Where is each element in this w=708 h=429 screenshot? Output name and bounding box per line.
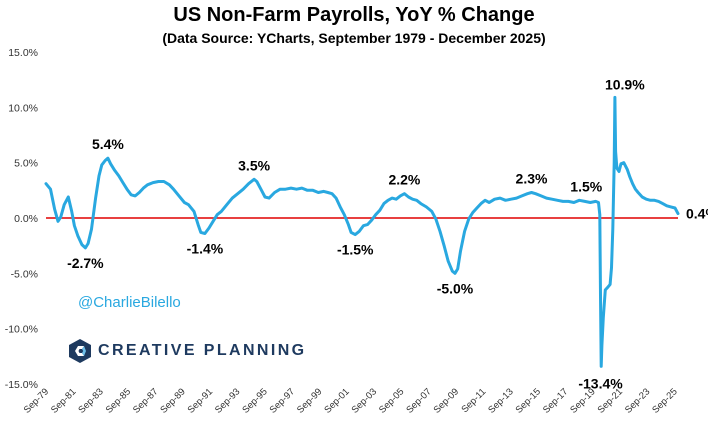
y-tick-label: 5.0% (14, 158, 38, 170)
data-annotation: 0.4% (686, 206, 708, 222)
x-tick-label: Sep-11 (459, 386, 488, 415)
x-tick-label: Sep-91 (186, 386, 215, 415)
data-annotation: 10.9% (605, 76, 645, 92)
data-annotation: 2.2% (388, 172, 420, 188)
x-tick-label: Sep-87 (131, 386, 160, 415)
x-tick-label: Sep-97 (268, 386, 297, 415)
data-annotation: 1.5% (570, 178, 602, 194)
y-tick-label: 10.0% (8, 102, 38, 114)
x-tick-label: Sep-93 (213, 386, 242, 415)
logo-mark-icon (69, 339, 91, 363)
x-tick-label: Sep-03 (350, 386, 379, 415)
x-tick-label: Sep-15 (514, 386, 543, 415)
x-tick-label: Sep-17 (541, 386, 570, 415)
x-tick-label: Sep-89 (158, 386, 187, 415)
data-annotation: -1.5% (337, 242, 374, 258)
data-annotation: -2.7% (67, 255, 104, 271)
x-tick-label: Sep-09 (432, 386, 461, 415)
logo-text: CREATIVE PLANNING (98, 342, 307, 359)
y-tick-label: -15.0% (5, 379, 38, 391)
watermark-handle: @CharlieBilello (78, 294, 181, 311)
data-annotations: 5.4% -2.7% -1.4% 3.5% -1.5% 2.2% -5.0% 2.3% 1.5%… (67, 76, 708, 391)
x-tick-label: Sep-25 (650, 386, 679, 415)
x-tick-label: Sep-01 (322, 386, 351, 415)
creative-planning-logo: CREATIVE PLANNING (68, 338, 307, 364)
y-tick-label: 15.0% (8, 47, 38, 59)
x-tick-label: Sep-83 (76, 386, 105, 415)
x-tick-label: Sep-81 (49, 386, 78, 415)
data-annotation: 5.4% (92, 136, 124, 152)
x-tick-label: Sep-05 (377, 386, 406, 415)
data-annotation: -13.4% (578, 375, 623, 391)
y-axis: 15.0% 10.0% 5.0% 0.0% -5.0% -10.0% -15.0% (5, 47, 38, 391)
x-tick-label: Sep-85 (104, 386, 133, 415)
x-tick-label: Sep-95 (240, 386, 269, 415)
data-annotation: 3.5% (238, 157, 270, 173)
series-line-payrolls-yoy (44, 95, 680, 368)
x-tick-label: Sep-23 (623, 386, 652, 415)
chart-subtitle: (Data Source: YCharts, September 1979 - … (162, 30, 546, 46)
y-tick-label: -10.0% (5, 324, 38, 336)
data-annotation: -5.0% (437, 280, 474, 296)
y-tick-label: -5.0% (11, 268, 38, 280)
x-tick-label: Sep-99 (295, 386, 324, 415)
data-annotation: -1.4% (187, 240, 224, 256)
y-tick-label: 0.0% (14, 213, 38, 225)
chart-title: US Non-Farm Payrolls, YoY % Change (173, 4, 535, 26)
x-tick-label: Sep-13 (486, 386, 515, 415)
data-annotation: 2.3% (516, 171, 548, 187)
x-tick-label: Sep-07 (404, 386, 433, 415)
